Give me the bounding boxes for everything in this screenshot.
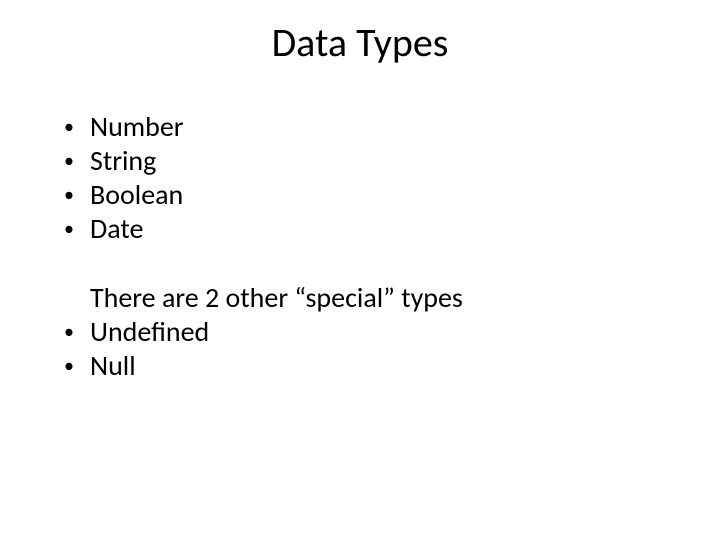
list-item: Undefined xyxy=(56,315,656,349)
list-item: Number xyxy=(56,110,656,144)
list-item: Date xyxy=(56,212,656,246)
list-item: Boolean xyxy=(56,178,656,212)
bullet-list-primary: Number String Boolean Date xyxy=(56,110,656,247)
subheading-text: There are 2 other “special” types xyxy=(56,281,656,315)
list-item: Null xyxy=(56,349,656,383)
slide-body: Number String Boolean Date There are 2 o… xyxy=(56,110,656,383)
bullet-list-secondary: Undefined Null xyxy=(56,315,656,383)
list-item: String xyxy=(56,144,656,178)
slide-title: Data Types xyxy=(0,18,720,67)
slide: Data Types Number String Boolean Date Th… xyxy=(0,0,720,540)
